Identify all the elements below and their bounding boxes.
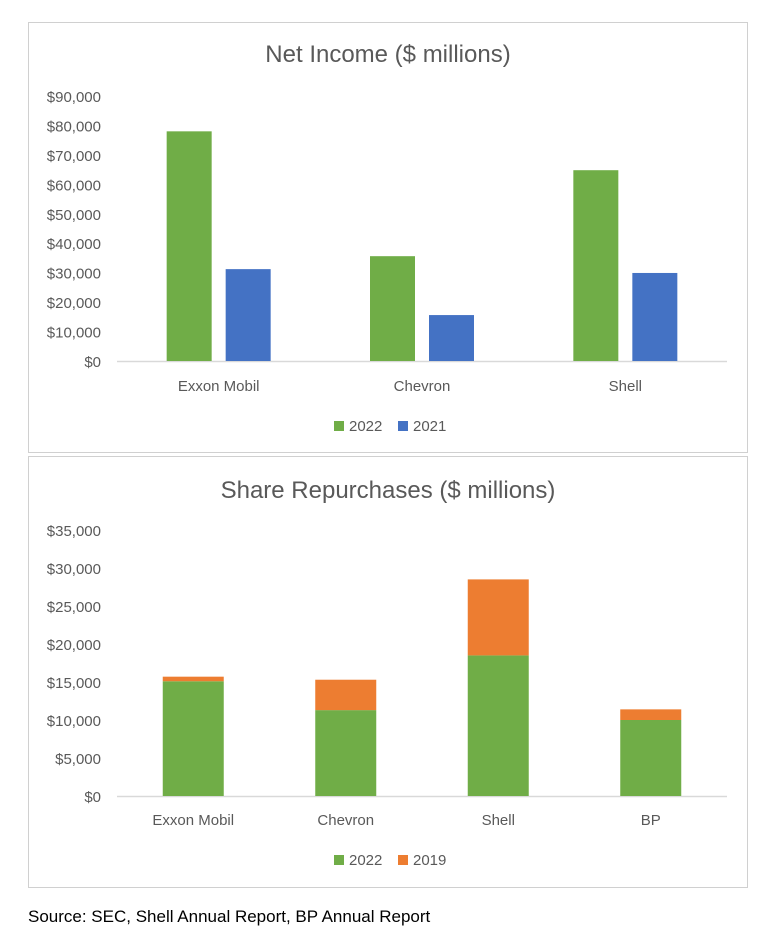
y-tick-label: $10,000	[47, 325, 101, 342]
bar-2021-exxon-mobil	[225, 269, 271, 361]
y-tick-label: $60,000	[47, 177, 101, 194]
share-repurchases-plot: $0 $5,000 $10,000 $15,000 $20,000 $25,000 $30,…	[47, 523, 727, 869]
y-tick-label: $80,000	[47, 118, 101, 135]
x-category-label: Exxon Mobil	[178, 378, 260, 395]
y-tick-label: $0	[84, 354, 101, 371]
y-tick-label: $50,000	[47, 207, 101, 224]
y-tick-label: $20,000	[47, 295, 101, 312]
legend-swatch-2022	[334, 855, 344, 865]
bar-2022-shell	[573, 170, 619, 361]
chart-title: Net Income ($ millions)	[265, 41, 511, 68]
y-tick-label: $20,000	[47, 637, 101, 654]
bar-2021-chevron	[429, 315, 474, 361]
legend-label: 2021	[413, 418, 446, 435]
bar-2022-chevron	[315, 710, 377, 796]
y-tick-label: $70,000	[47, 148, 101, 165]
y-tick-label: $0	[84, 789, 101, 806]
x-category-label: Chevron	[317, 812, 374, 829]
x-category-label: BP	[641, 812, 661, 829]
bar-2019-shell	[467, 579, 529, 656]
legend-label: 2019	[413, 852, 446, 869]
chart-title: Share Repurchases ($ millions)	[220, 477, 556, 504]
net-income-chart: Net Income ($ millions) $0 $10,000 $20,000…	[28, 22, 748, 453]
legend-swatch-2022	[334, 421, 344, 431]
y-tick-label: $15,000	[47, 675, 101, 692]
bar-2019-bp	[620, 709, 682, 720]
y-tick-label: $30,000	[47, 561, 101, 578]
bar-2019-chevron	[315, 679, 377, 711]
y-tick-label: $25,000	[47, 599, 101, 616]
bar-2022-shell	[467, 655, 529, 796]
bar-2022-exxon-mobil	[162, 681, 224, 796]
bar-2022-exxon-mobil	[166, 131, 212, 361]
bar-2022-bp	[620, 720, 682, 796]
x-category-label: Shell	[482, 812, 515, 829]
legend-label: 2022	[349, 418, 382, 435]
y-tick-label: $35,000	[47, 523, 101, 540]
bar-2021-shell	[632, 272, 678, 361]
legend-label: 2022	[349, 852, 382, 869]
bar-2019-exxon-mobil	[162, 676, 224, 682]
y-tick-label: $5,000	[55, 751, 101, 768]
bar-2022-chevron	[370, 256, 415, 361]
share-repurchases-chart: Share Repurchases ($ millions) $0 $5,000 $…	[28, 456, 748, 888]
net-income-plot: $0 $10,000 $20,000 $30,000 $40,000 $50,000 $60…	[47, 89, 727, 435]
legend-swatch-2021	[398, 421, 408, 431]
x-category-label: Exxon Mobil	[152, 812, 234, 829]
y-tick-label: $90,000	[47, 89, 101, 106]
y-tick-label: $40,000	[47, 236, 101, 253]
legend-swatch-2019	[398, 855, 408, 865]
x-category-label: Shell	[609, 378, 642, 395]
x-category-label: Chevron	[394, 378, 451, 395]
y-tick-label: $10,000	[47, 713, 101, 730]
source-note: Source: SEC, Shell Annual Report, BP Ann…	[28, 907, 431, 926]
y-tick-label: $30,000	[47, 266, 101, 283]
